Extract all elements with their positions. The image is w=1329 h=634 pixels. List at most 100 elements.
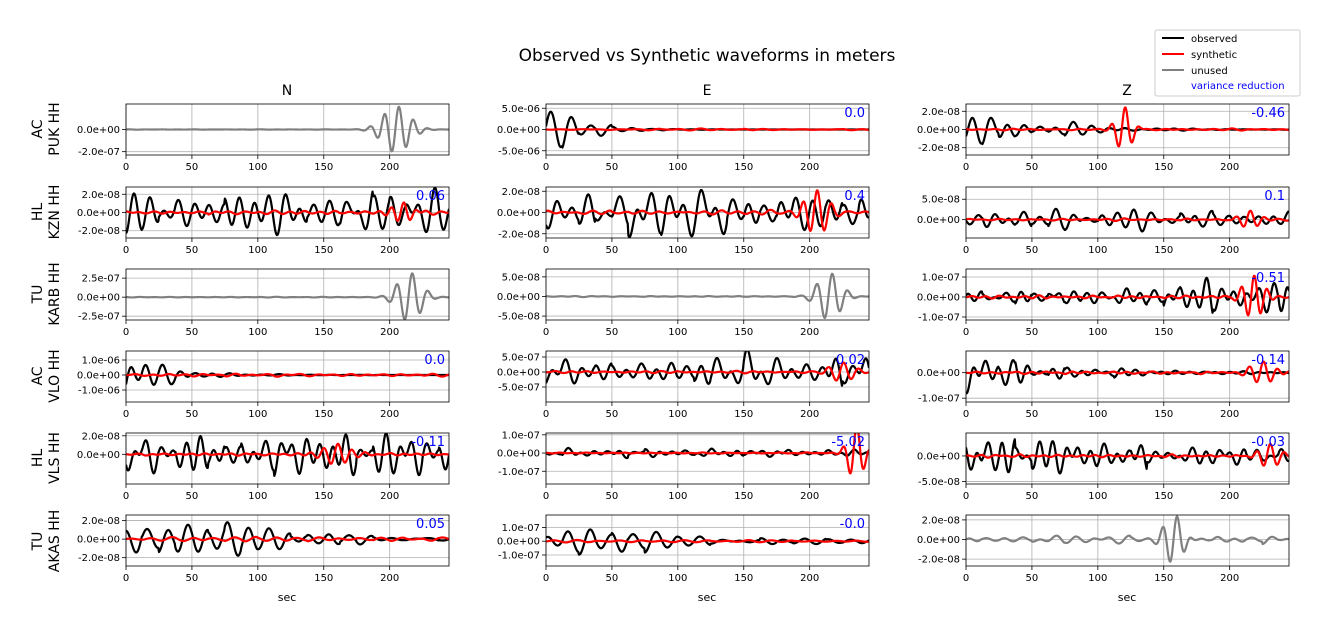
y-tick-label: 0.0e+00 [497,449,540,460]
unused-trace [546,272,869,320]
x-tick-label: 150 [1154,327,1173,338]
panel-frame [965,103,1290,156]
x-tick-label: 100 [668,573,687,584]
panel-5-e: 0 50 100 150 200 1.0e-07 0.0e+00 -1.0e-07 -0.0 [497,514,870,584]
y-tick-label: 1.0e-06 [82,356,120,367]
row-network-label: TU [30,285,46,305]
y-tick-label: 0.0e+00 [497,292,540,303]
y-tick-label: -1.0e-07 [498,550,540,561]
y-tick-label: -1.0e-07 [498,467,540,478]
x-tick-label: 0 [123,491,129,502]
panel-3-z: 0 50 100 150 200 0.0e+00 -1.0e-07 -0.14 [917,350,1290,420]
x-tick-label: 100 [1088,162,1107,173]
panel-1-z: 0 50 100 150 200 5.0e-08 0.0e+00 0.1 [917,186,1290,256]
x-tick-label: 0 [543,573,549,584]
x-tick-label: 100 [668,162,687,173]
row-network-label: HL [30,203,46,222]
synthetic-trace [966,274,1289,317]
figure-title: Observed vs Synthetic waveforms in meter… [519,46,896,66]
panel-4-z: 0 50 100 150 200 0.0e+00 -5.0e-08 -0.03 [917,432,1290,502]
y-tick-label: 2.0e-08 [82,431,120,442]
row-station-label: VLS HH [47,432,63,484]
y-tick-label: 1.0e-07 [922,273,960,284]
x-tick-label: 150 [314,327,333,338]
panel-2-z: 0 50 100 150 200 1.0e-07 0.0e+00 -1.0e-07 -0.51 [917,268,1290,338]
x-tick-label: 0 [123,409,129,420]
row-station-label: AKAS HH [47,510,63,572]
observed-trace [546,528,869,556]
x-tick-label: 200 [380,491,399,502]
variance-reduction-label: 0.1 [1264,189,1285,204]
y-tick-label: -1.0e-06 [78,386,120,397]
y-tick-label: -2.0e-08 [918,555,960,566]
x-tick-label: 50 [606,573,619,584]
legend-frame [1154,29,1301,97]
x-tick-label: 200 [800,327,819,338]
x-tick-label: 0 [963,327,969,338]
x-tick-label: 50 [186,162,199,173]
panel-1-n: 0 50 100 150 200 2.0e-08 0.0e+00 -2.0e-08 0.06 [77,186,450,256]
panel-frame [965,432,1290,485]
variance-reduction-label: 0.02 [836,353,865,368]
x-tick-label: 200 [800,162,819,173]
variance-reduction-label: 0.4 [844,189,865,204]
panel-frame [965,186,1290,239]
panel-frame [545,186,870,239]
y-tick-label: 0.0e+00 [917,215,960,226]
variance-reduction-label: 0.0 [424,353,445,368]
y-tick-label: 2.0e-08 [82,190,120,201]
x-tick-label: 50 [1026,573,1039,584]
x-tick-label: 150 [314,409,333,420]
x-tick-label: 200 [1220,245,1239,256]
x-tick-label: 50 [606,327,619,338]
x-tick-label: 0 [963,491,969,502]
y-tick-label: 2.0e-08 [82,516,120,527]
x-tick-label: 0 [963,162,969,173]
legend-label-observed: observed [1191,34,1237,45]
x-tick-label: 100 [248,409,267,420]
panel-frame [125,268,450,321]
synthetic-trace [546,189,869,232]
synthetic-trace [546,433,869,475]
x-tick-label: 100 [668,245,687,256]
x-axis-label-n: sec [278,591,297,604]
x-tick-label: 100 [1088,245,1107,256]
panel-frame [965,350,1290,403]
y-tick-label: -2.0e-08 [918,143,960,154]
x-tick-label: 150 [1154,162,1173,173]
x-tick-label: 50 [186,327,199,338]
x-tick-label: 200 [1220,491,1239,502]
x-tick-label: 200 [1220,409,1239,420]
y-tick-label: -1.0e-07 [918,394,960,405]
x-tick-label: 200 [800,491,819,502]
variance-reduction-label: -5.02 [831,435,865,450]
panel-frame [545,432,870,485]
y-tick-label: 5.0e-07 [502,353,540,364]
x-tick-label: 150 [1154,573,1173,584]
x-tick-label: 100 [668,327,687,338]
row-station-label: KZN HH [47,185,63,240]
x-tick-label: 50 [1026,327,1039,338]
x-tick-label: 50 [1026,245,1039,256]
legend: observed synthetic unused variance reduc… [1154,29,1301,97]
y-tick-label: 0.0e+00 [917,451,960,462]
panel-3-e: 0 50 100 150 200 5.0e-07 0.0e+00 -5.0e-07 0.02 [497,350,870,420]
row-label-3: AC VLO HH [30,349,63,402]
variance-reduction-label: 0.0 [844,106,865,121]
y-tick-label: 0.0e+00 [77,125,120,136]
x-tick-label: 150 [1154,245,1173,256]
synthetic-trace [546,361,869,382]
x-tick-label: 50 [186,573,199,584]
synthetic-trace [966,106,1289,148]
synthetic-trace [966,360,1289,384]
observed-trace [966,276,1289,314]
row-station-label: KARB HH [47,262,63,325]
row-label-4: HL VLS HH [30,432,63,484]
x-tick-label: 150 [734,162,753,173]
x-tick-label: 150 [1154,409,1173,420]
y-tick-label: -5.0e-08 [918,477,960,488]
x-tick-label: 150 [314,162,333,173]
row-label-2: TU KARB HH [30,262,63,325]
